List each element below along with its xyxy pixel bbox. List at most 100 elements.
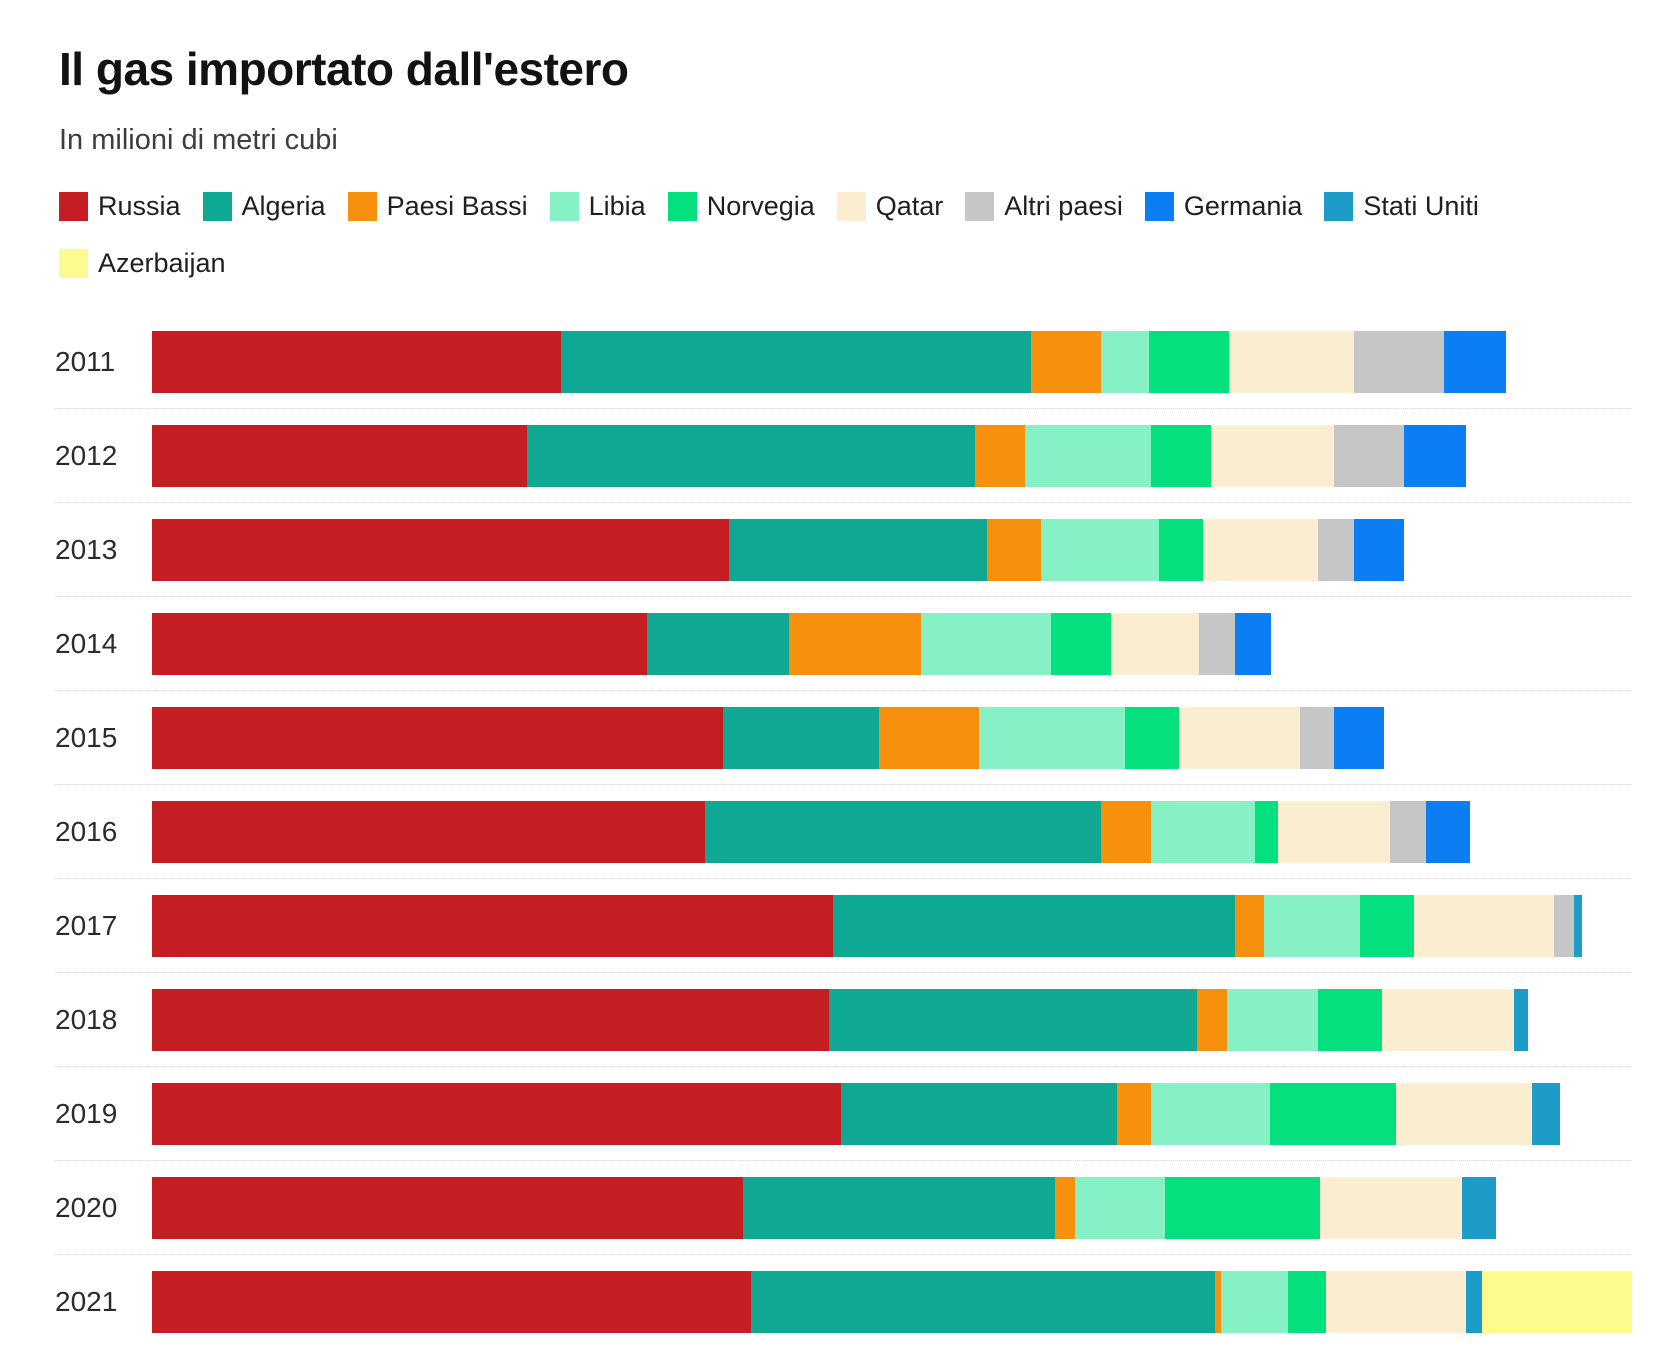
bar-segment-germania[interactable] (1443, 330, 1506, 393)
bar-segment-altri-paesi[interactable] (1553, 894, 1574, 957)
bar-segment-norvegia[interactable] (1149, 330, 1230, 393)
bar-segment-paesi-bassi[interactable] (1055, 1176, 1076, 1239)
legend-item-russia[interactable]: Russia (59, 191, 181, 222)
bar-segment-algeria[interactable] (646, 612, 789, 675)
bar-segment-libia[interactable] (1263, 894, 1360, 957)
bar-segment-libia[interactable] (921, 612, 1052, 675)
legend-label: Qatar (875, 191, 944, 221)
bar-segment-paesi-bassi[interactable] (1197, 988, 1228, 1051)
bar-segment-algeria[interactable] (560, 330, 1032, 393)
bar-segment-algeria[interactable] (840, 1082, 1118, 1145)
bar-segment-qatar[interactable] (1211, 424, 1334, 487)
legend-item-qatar[interactable]: Qatar (836, 191, 944, 222)
bar-segment-qatar[interactable] (1203, 518, 1318, 581)
bar-segment-qatar[interactable] (1381, 988, 1514, 1051)
bar-segment-norvegia[interactable] (1359, 894, 1414, 957)
bar-segment-russia[interactable] (152, 612, 647, 675)
bar-segment-algeria[interactable] (742, 1176, 1056, 1239)
legend-item-altri-paesi[interactable]: Altri paesi (965, 191, 1123, 222)
bar-segment-qatar[interactable] (1413, 894, 1554, 957)
bar-segment-norvegia[interactable] (1125, 706, 1180, 769)
bar-segment-paesi-bassi[interactable] (1101, 800, 1152, 863)
legend-item-algeria[interactable]: Algeria (202, 191, 326, 222)
chart-row-2020: 2020 (55, 1160, 1632, 1254)
legend-label: Russia (98, 191, 181, 221)
bar-segment-qatar[interactable] (1277, 800, 1390, 863)
bar-segment-russia[interactable] (152, 1082, 841, 1145)
bar-segment-paesi-bassi[interactable] (1031, 330, 1102, 393)
bar-segment-germania[interactable] (1235, 612, 1272, 675)
bar-segment-libia[interactable] (979, 706, 1126, 769)
bar-segment-norvegia[interactable] (1255, 800, 1278, 863)
bar-segment-libia[interactable] (1151, 1082, 1270, 1145)
legend-item-libia[interactable]: Libia (549, 191, 646, 222)
bar-segment-norvegia[interactable] (1317, 988, 1382, 1051)
bar-segment-azerbaijan[interactable] (1481, 1270, 1632, 1333)
bar-segment-norvegia[interactable] (1159, 518, 1204, 581)
bar-segment-stati-uniti[interactable] (1513, 988, 1528, 1051)
legend-item-norvegia[interactable]: Norvegia (667, 191, 815, 222)
bar-segment-stati-uniti[interactable] (1461, 1176, 1496, 1239)
bar-segment-algeria[interactable] (832, 894, 1236, 957)
bar-segment-russia[interactable] (152, 330, 561, 393)
bar-segment-algeria[interactable] (728, 518, 988, 581)
bar-segment-altri-paesi[interactable] (1353, 330, 1444, 393)
bar-segment-qatar[interactable] (1395, 1082, 1532, 1145)
bar-segment-russia[interactable] (152, 894, 833, 957)
bar-segment-stati-uniti[interactable] (1465, 1270, 1482, 1333)
year-label: 2014 (55, 627, 118, 659)
bar-segment-russia[interactable] (152, 424, 527, 487)
bar-segment-qatar[interactable] (1319, 1176, 1462, 1239)
bar-segment-algeria[interactable] (526, 424, 976, 487)
bar-segment-paesi-bassi[interactable] (788, 612, 922, 675)
bar-segment-libia[interactable] (1041, 518, 1160, 581)
bar-segment-germania[interactable] (1425, 800, 1470, 863)
bar-segment-algeria[interactable] (722, 706, 879, 769)
bar-segment-norvegia[interactable] (1151, 424, 1212, 487)
bar-segment-libia[interactable] (1025, 424, 1152, 487)
legend-item-paesi-bassi[interactable]: Paesi Bassi (347, 191, 528, 222)
bar-segment-qatar[interactable] (1229, 330, 1354, 393)
bar-segment-paesi-bassi[interactable] (987, 518, 1042, 581)
bar-segment-russia[interactable] (152, 706, 723, 769)
bar-segment-paesi-bassi[interactable] (1117, 1082, 1152, 1145)
legend-item-stati-uniti[interactable]: Stati Uniti (1324, 191, 1479, 222)
bar-segment-germania[interactable] (1353, 518, 1404, 581)
bar-segment-norvegia[interactable] (1165, 1176, 1320, 1239)
bar-segment-algeria[interactable] (750, 1270, 1216, 1333)
bar-segment-stati-uniti[interactable] (1573, 894, 1582, 957)
bar-segment-libia[interactable] (1221, 1270, 1288, 1333)
page-subtitle: In milioni di metri cubi (59, 124, 338, 156)
bar-segment-germania[interactable] (1403, 424, 1466, 487)
bar-segment-libia[interactable] (1075, 1176, 1166, 1239)
bar-segment-qatar[interactable] (1111, 612, 1200, 675)
legend-item-germania[interactable]: Germania (1144, 191, 1302, 222)
bar-segment-algeria[interactable] (704, 800, 1102, 863)
bar-segment-paesi-bassi[interactable] (1235, 894, 1264, 957)
bar-segment-norvegia[interactable] (1051, 612, 1112, 675)
legend-item-azerbaijan[interactable]: Azerbaijan (59, 248, 226, 279)
bar-segment-paesi-bassi[interactable] (1215, 1270, 1222, 1333)
bar-segment-russia[interactable] (152, 800, 705, 863)
bar-segment-qatar[interactable] (1325, 1270, 1466, 1333)
bar-segment-altri-paesi[interactable] (1317, 518, 1354, 581)
bar-segment-germania[interactable] (1333, 706, 1384, 769)
bar-segment-libia[interactable] (1227, 988, 1318, 1051)
bar-segment-algeria[interactable] (828, 988, 1198, 1051)
bar-segment-russia[interactable] (152, 988, 829, 1051)
bar-segment-libia[interactable] (1101, 330, 1150, 393)
bar-segment-qatar[interactable] (1179, 706, 1300, 769)
bar-segment-paesi-bassi[interactable] (975, 424, 1026, 487)
bar-segment-altri-paesi[interactable] (1299, 706, 1334, 769)
bar-segment-altri-paesi[interactable] (1333, 424, 1404, 487)
bar-segment-altri-paesi[interactable] (1199, 612, 1236, 675)
bar-segment-altri-paesi[interactable] (1389, 800, 1426, 863)
bar-segment-norvegia[interactable] (1287, 1270, 1326, 1333)
bar-segment-libia[interactable] (1151, 800, 1256, 863)
bar-segment-russia[interactable] (152, 1176, 743, 1239)
bar-segment-paesi-bassi[interactable] (878, 706, 980, 769)
bar-segment-russia[interactable] (152, 1270, 751, 1333)
bar-segment-russia[interactable] (152, 518, 729, 581)
bar-segment-stati-uniti[interactable] (1531, 1082, 1560, 1145)
bar-segment-norvegia[interactable] (1269, 1082, 1396, 1145)
